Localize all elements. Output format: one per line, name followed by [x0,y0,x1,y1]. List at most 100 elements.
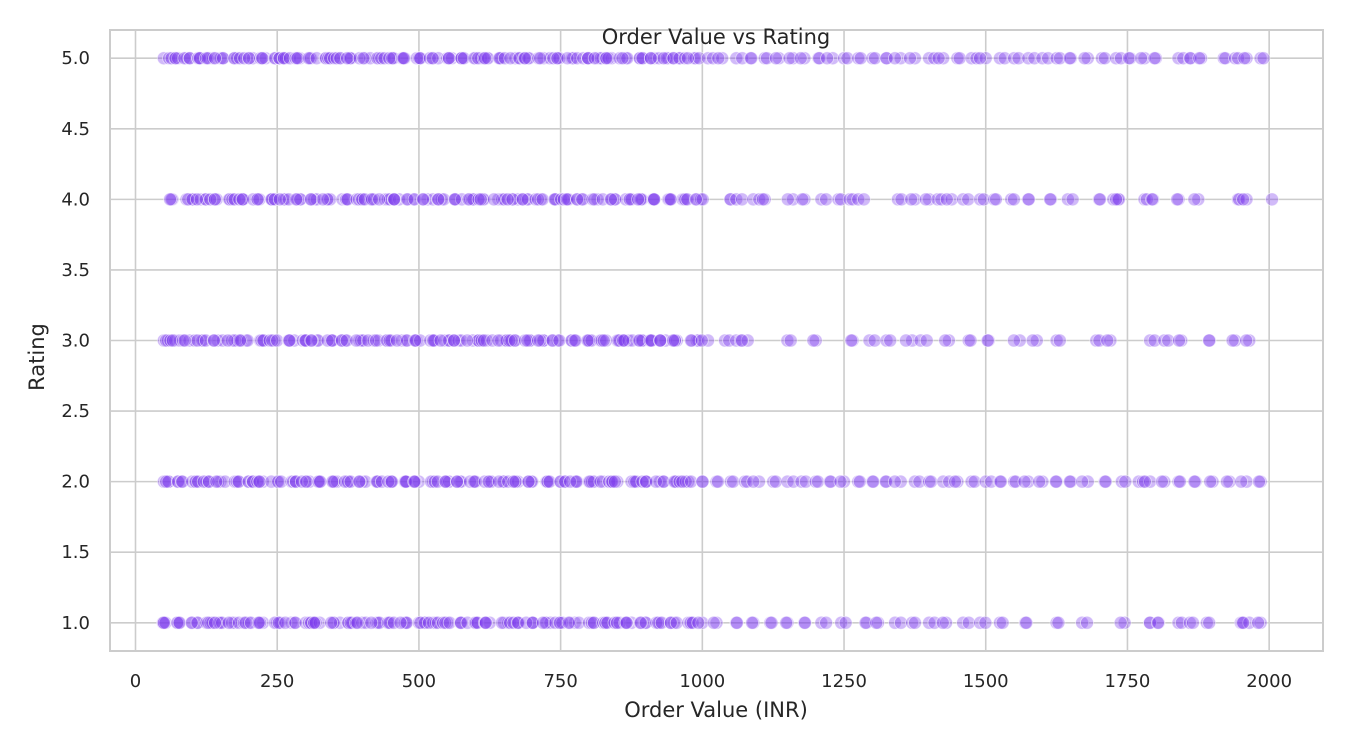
scatter-point [1093,192,1107,207]
scatter-point [905,615,919,630]
scatter-point [543,615,558,630]
scatter-point [939,192,954,207]
scatter-point [726,474,740,489]
scatter-point [740,333,755,348]
scatter-point [456,51,471,66]
scatter-point [795,192,810,207]
x-tick-label: 1250 [821,671,867,692]
scatter-point [1098,474,1113,489]
scatter-point [1157,333,1172,348]
scatter-point [479,333,494,348]
scatter-point [1097,51,1112,66]
scatter-point [372,615,387,630]
scatter-point [1035,474,1050,489]
scatter-point [608,192,622,207]
scatter-point [866,474,881,489]
scatter-point [208,615,222,630]
scatter-point [1173,474,1187,489]
scatter-point [610,615,624,630]
scatter-point [819,615,833,630]
scatter-point [649,474,663,489]
scatter-point [1143,474,1157,489]
scatter-point [470,615,485,630]
scatter-point [340,51,355,66]
plot-frame [109,29,1324,652]
scatter-point [596,333,611,348]
scatter-point [908,192,922,207]
scatter-point [315,192,330,207]
scatter-point [1080,474,1095,489]
scatter-point [899,333,913,348]
scatter-point [209,474,224,489]
scatter-point [307,615,321,630]
scatter-point [1092,333,1107,348]
scatter-point [634,615,648,630]
scatter-point [1236,192,1250,207]
scatter-point [221,615,236,630]
scatter-point [666,51,681,66]
scatter-point [436,192,451,207]
scatter-point [496,474,511,489]
scatter-point [1145,192,1159,207]
scatter-point [711,51,726,66]
scatter-point [918,192,933,207]
scatter-point [337,474,352,489]
scatter-point [869,615,884,630]
scatter-point [293,192,308,207]
scatter-point [948,474,962,489]
scatter-point [1029,333,1044,348]
scatter-point [195,333,210,348]
scatter-point [370,51,385,66]
scatter-point [270,333,285,348]
scatter-point [1077,51,1092,66]
scatter-point [618,192,633,207]
scatter-point [730,615,744,630]
scatter-point [833,474,848,489]
scatter-point [352,474,367,489]
scatter-point [384,474,399,489]
scatter-point [752,192,767,207]
scatter-point [492,51,507,66]
scatter-point [1062,51,1077,66]
scatter-point [518,51,532,66]
scatter-point [695,474,710,489]
scatter-point [203,192,218,207]
scatter-point [1147,51,1162,66]
y-tick-label: 1.0 [61,613,90,634]
scatter-point [647,192,661,207]
y-tick-label: 4.0 [61,189,90,210]
scatter-point [639,474,653,489]
scatter-point [1100,333,1115,348]
scatter-point [420,192,435,207]
scatter-point [491,192,506,207]
scatter-point [858,615,873,630]
scatter-point [461,192,476,207]
scatter-point [590,192,605,207]
x-tick-label: 250 [260,671,294,692]
scatter-point [1065,192,1080,207]
scatter-point [533,51,547,66]
scatter-point [735,192,749,207]
scatter-point [798,474,813,489]
scatter-point [868,51,882,66]
scatter-point [1043,192,1058,207]
scatter-point [853,51,868,66]
scatter-point [304,333,319,348]
x-tick-label: 0 [130,671,141,692]
scatter-point [320,192,335,207]
scatter-point [744,51,759,66]
scatter-point [1220,474,1234,489]
scatter-point [567,615,582,630]
scatter-point [364,615,379,630]
x-tick-label: 1750 [1105,671,1151,692]
scatter-point [903,51,917,66]
scatter-point [411,474,426,489]
scatter-point [251,615,266,630]
scatter-point [282,333,297,348]
scatter-point [552,333,567,348]
scatter-point [232,192,247,207]
scatter-point [978,474,993,489]
scatter-point [387,192,402,207]
scatter-point [566,51,580,66]
scatter-point [441,51,456,66]
